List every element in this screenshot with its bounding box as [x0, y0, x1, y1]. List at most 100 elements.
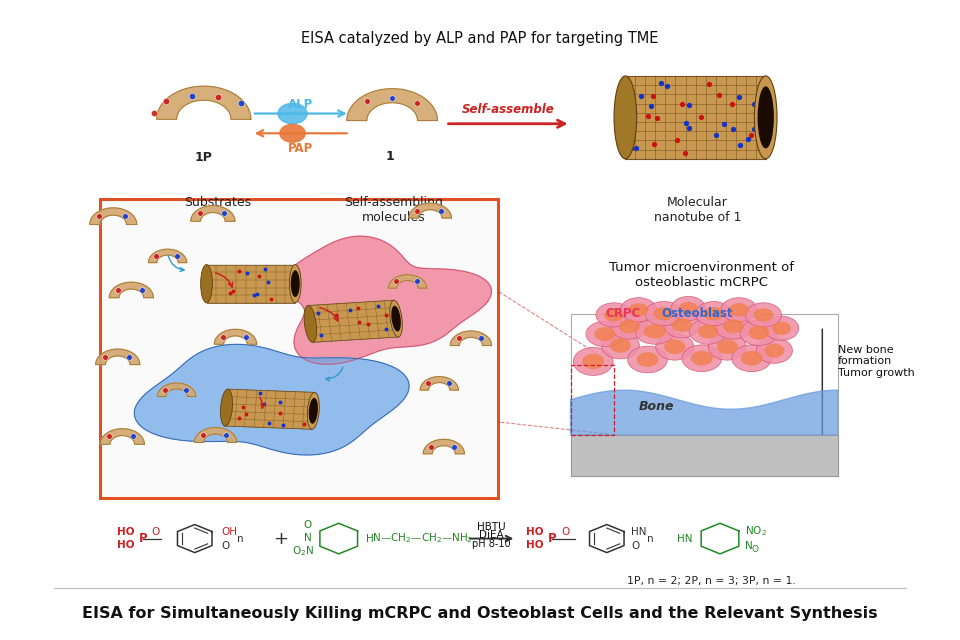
FancyArrowPatch shape	[320, 308, 338, 321]
Ellipse shape	[392, 306, 401, 332]
Text: 1P, n = 2; 2P, n = 3; 3P, n = 1.: 1P, n = 2; 2P, n = 3; 3P, n = 1.	[627, 576, 795, 586]
Ellipse shape	[289, 264, 301, 303]
Ellipse shape	[596, 303, 632, 327]
Ellipse shape	[304, 305, 317, 342]
Text: OH: OH	[221, 527, 237, 536]
Ellipse shape	[721, 298, 757, 322]
Text: CRPC: CRPC	[605, 307, 640, 320]
Text: HO: HO	[526, 540, 543, 550]
FancyArrowPatch shape	[448, 120, 564, 127]
Polygon shape	[214, 330, 256, 344]
Text: Osteoblast: Osteoblast	[661, 307, 732, 320]
Text: n: n	[647, 534, 653, 543]
Ellipse shape	[610, 338, 631, 353]
Ellipse shape	[604, 308, 624, 321]
Text: P: P	[548, 532, 557, 545]
Text: O: O	[152, 527, 159, 537]
Text: HN: HN	[678, 534, 693, 543]
FancyArrowPatch shape	[216, 273, 232, 287]
Polygon shape	[420, 377, 458, 390]
Ellipse shape	[635, 319, 675, 344]
Ellipse shape	[714, 314, 753, 339]
Ellipse shape	[698, 324, 719, 339]
Text: O: O	[303, 520, 312, 530]
Polygon shape	[347, 89, 438, 120]
FancyArrowPatch shape	[260, 397, 265, 408]
FancyArrowPatch shape	[168, 256, 184, 271]
Ellipse shape	[664, 339, 685, 354]
Ellipse shape	[619, 319, 640, 333]
Text: N: N	[304, 533, 312, 543]
Ellipse shape	[741, 351, 762, 365]
Text: 1P: 1P	[195, 151, 213, 164]
Ellipse shape	[671, 296, 706, 321]
Ellipse shape	[601, 332, 639, 359]
Ellipse shape	[611, 314, 648, 339]
Circle shape	[278, 103, 307, 124]
Text: Molecular
nanotube of 1: Molecular nanotube of 1	[654, 196, 741, 224]
FancyBboxPatch shape	[308, 300, 398, 342]
Text: $\mathregular{NO_2}$: $\mathregular{NO_2}$	[745, 525, 767, 538]
Text: pH 8-10: pH 8-10	[472, 540, 511, 549]
Ellipse shape	[696, 301, 732, 326]
Ellipse shape	[756, 338, 792, 364]
Polygon shape	[389, 275, 426, 288]
Text: Self-assembling
molecules: Self-assembling molecules	[345, 196, 444, 224]
Ellipse shape	[307, 392, 320, 429]
FancyBboxPatch shape	[225, 389, 315, 429]
Polygon shape	[157, 383, 196, 396]
Ellipse shape	[614, 76, 636, 159]
Text: n: n	[237, 534, 244, 543]
Text: Bone: Bone	[638, 399, 674, 413]
Ellipse shape	[679, 302, 698, 315]
Text: Self-assemble: Self-assemble	[462, 103, 555, 116]
Polygon shape	[100, 429, 144, 444]
Ellipse shape	[629, 303, 648, 316]
Ellipse shape	[672, 318, 692, 332]
Polygon shape	[423, 439, 465, 454]
Text: O: O	[562, 527, 569, 537]
Ellipse shape	[745, 303, 781, 327]
Ellipse shape	[689, 319, 728, 344]
Text: DiEA: DiEA	[479, 530, 504, 540]
Text: PAP: PAP	[288, 141, 313, 155]
Ellipse shape	[586, 321, 624, 347]
Ellipse shape	[201, 264, 212, 303]
Polygon shape	[194, 428, 237, 442]
Ellipse shape	[636, 352, 659, 367]
Text: P: P	[139, 532, 148, 545]
Text: +: +	[274, 529, 288, 548]
Ellipse shape	[682, 345, 722, 372]
Ellipse shape	[573, 348, 613, 376]
Ellipse shape	[772, 322, 791, 335]
Ellipse shape	[221, 389, 232, 426]
Ellipse shape	[764, 344, 784, 358]
Ellipse shape	[704, 307, 724, 320]
Text: EISA for Simultaneously Killing mCRPC and Osteoblast Cells and the Relevant Synt: EISA for Simultaneously Killing mCRPC an…	[83, 605, 877, 621]
Ellipse shape	[620, 298, 657, 322]
Text: Substrates: Substrates	[183, 196, 251, 209]
Ellipse shape	[628, 346, 667, 373]
FancyBboxPatch shape	[570, 435, 838, 476]
Text: New bone
formation
Tumor growth: New bone formation Tumor growth	[838, 345, 915, 378]
Text: N—CH$_2$—CH$_2$—NH$_2$: N—CH$_2$—CH$_2$—NH$_2$	[366, 532, 472, 545]
Ellipse shape	[723, 319, 744, 333]
Polygon shape	[96, 349, 140, 365]
Ellipse shape	[757, 86, 774, 148]
FancyArrowPatch shape	[325, 367, 343, 381]
Ellipse shape	[691, 351, 713, 365]
Text: 1: 1	[385, 150, 394, 163]
Ellipse shape	[732, 345, 772, 372]
Ellipse shape	[583, 354, 604, 369]
Polygon shape	[156, 86, 251, 119]
Ellipse shape	[754, 308, 774, 321]
FancyArrowPatch shape	[254, 111, 345, 116]
Polygon shape	[89, 208, 136, 225]
FancyArrowPatch shape	[257, 130, 347, 136]
Circle shape	[280, 124, 305, 142]
Ellipse shape	[740, 320, 778, 346]
Text: EISA catalyzed by ALP and PAP for targeting TME: EISA catalyzed by ALP and PAP for target…	[301, 31, 659, 46]
Text: HN: HN	[632, 527, 647, 536]
Ellipse shape	[663, 312, 700, 338]
Polygon shape	[134, 344, 409, 455]
